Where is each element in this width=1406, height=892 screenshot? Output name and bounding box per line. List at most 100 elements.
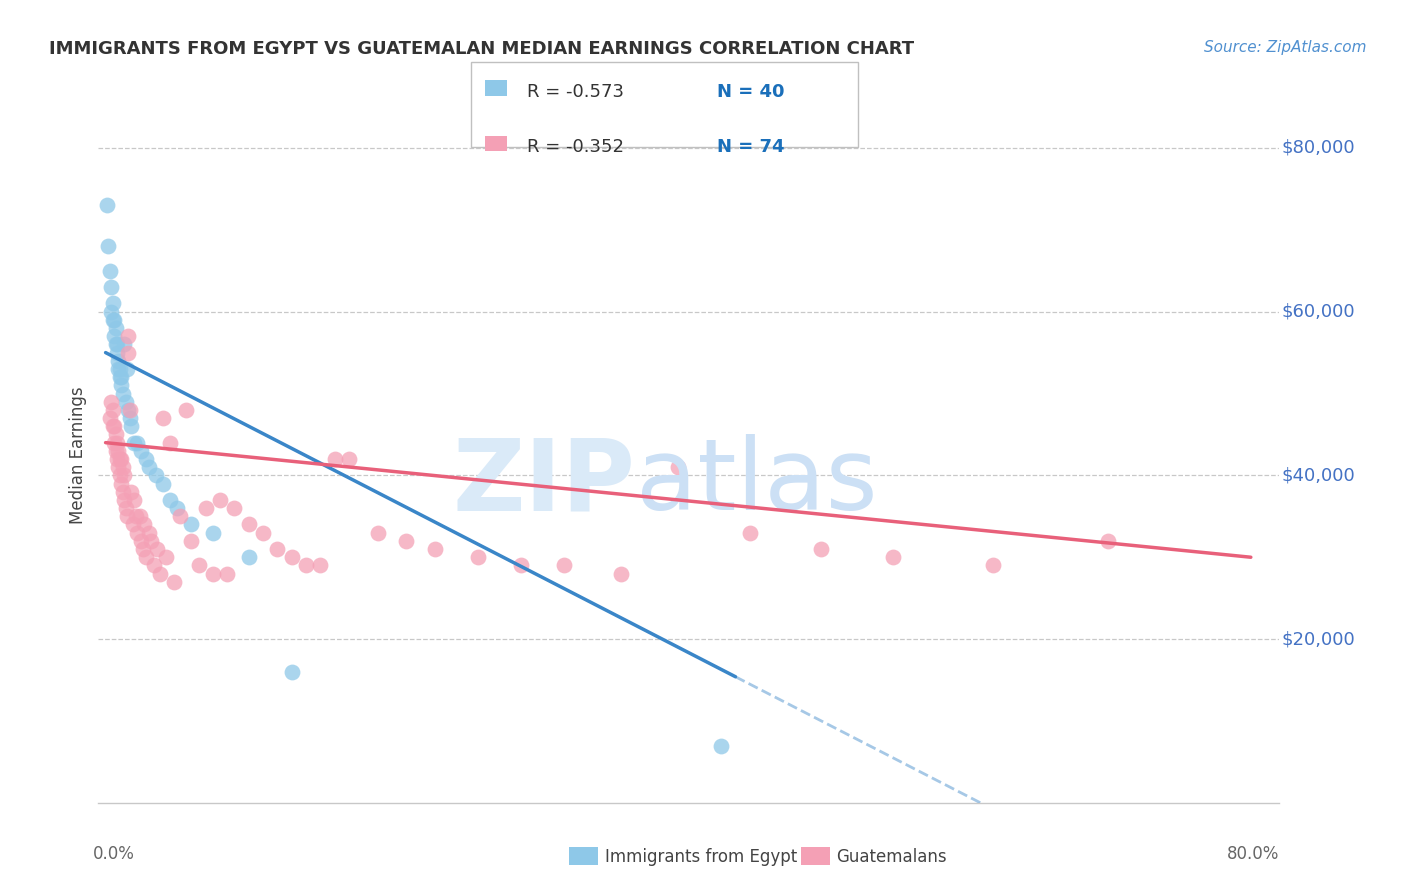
Point: [105, 337, 128, 351]
Point: [738, 525, 761, 540]
Point: [100, 304, 122, 318]
Point: [135, 452, 157, 467]
Point: [103, 419, 125, 434]
Point: [103, 435, 125, 450]
Point: [104, 321, 127, 335]
Point: [134, 517, 156, 532]
Text: 80.0%: 80.0%: [1227, 845, 1279, 863]
Point: [100, 280, 122, 294]
Text: Immigrants from Egypt: Immigrants from Egypt: [605, 848, 797, 866]
Point: [125, 525, 148, 540]
Point: [132, 542, 155, 557]
Point: [224, 501, 246, 516]
Text: Guatemalans: Guatemalans: [837, 848, 948, 866]
Point: [280, 665, 302, 679]
Text: IMMIGRANTS FROM EGYPT VS GUATEMALAN MEDIAN EARNINGS CORRELATION CHART: IMMIGRANTS FROM EGYPT VS GUATEMALAN MEDI…: [49, 40, 914, 58]
Text: Source: ZipAtlas.com: Source: ZipAtlas.com: [1204, 40, 1367, 55]
Point: [252, 525, 274, 540]
Point: [810, 542, 832, 557]
Text: $80,000: $80,000: [1282, 139, 1355, 157]
Point: [149, 566, 172, 581]
Point: [112, 337, 135, 351]
Point: [337, 452, 360, 467]
Point: [107, 443, 129, 458]
Point: [110, 476, 132, 491]
Point: [467, 550, 489, 565]
Point: [423, 542, 446, 557]
Text: R = -0.352: R = -0.352: [527, 138, 624, 156]
Text: N = 40: N = 40: [717, 83, 785, 101]
Point: [610, 566, 633, 581]
Point: [101, 313, 124, 327]
Text: $40,000: $40,000: [1282, 467, 1355, 484]
Point: [117, 403, 139, 417]
Point: [107, 460, 129, 475]
Point: [131, 443, 153, 458]
Point: [115, 362, 138, 376]
Point: [323, 452, 346, 467]
Point: [180, 517, 202, 532]
Point: [238, 517, 260, 532]
Point: [138, 460, 160, 475]
Point: [111, 484, 134, 499]
Point: [194, 501, 217, 516]
Point: [710, 739, 733, 753]
Point: [108, 468, 131, 483]
Y-axis label: Median Earnings: Median Earnings: [69, 386, 87, 524]
Point: [118, 411, 141, 425]
Point: [122, 492, 145, 507]
Point: [98, 411, 121, 425]
Text: 0.0%: 0.0%: [93, 845, 135, 863]
Point: [112, 468, 135, 483]
Point: [104, 337, 127, 351]
Point: [882, 550, 904, 565]
Point: [135, 550, 157, 565]
Point: [201, 566, 224, 581]
Point: [98, 264, 121, 278]
Point: [122, 435, 145, 450]
Point: [110, 452, 132, 467]
Point: [120, 419, 142, 434]
Point: [124, 509, 146, 524]
Point: [143, 558, 166, 573]
Point: [114, 394, 136, 409]
Point: [131, 533, 153, 548]
Point: [159, 492, 181, 507]
Point: [1097, 533, 1119, 548]
Text: R = -0.573: R = -0.573: [527, 83, 624, 101]
Point: [141, 533, 163, 548]
Point: [105, 435, 128, 450]
Point: [101, 419, 124, 434]
Point: [180, 533, 202, 548]
Point: [146, 542, 169, 557]
Point: [159, 435, 181, 450]
Point: [169, 509, 191, 524]
Point: [121, 517, 143, 532]
Point: [117, 329, 139, 343]
Text: N = 74: N = 74: [717, 138, 785, 156]
Point: [107, 353, 129, 368]
Point: [117, 345, 139, 359]
Point: [115, 509, 138, 524]
Point: [96, 198, 118, 212]
Point: [118, 403, 141, 417]
Point: [509, 558, 531, 573]
Point: [110, 378, 132, 392]
Point: [105, 345, 128, 359]
Point: [120, 484, 142, 499]
Text: $20,000: $20,000: [1282, 630, 1355, 648]
Point: [395, 533, 418, 548]
Point: [217, 566, 239, 581]
Text: $60,000: $60,000: [1282, 302, 1355, 321]
Point: [108, 362, 131, 376]
Point: [104, 443, 127, 458]
Point: [111, 386, 134, 401]
Point: [100, 394, 122, 409]
Point: [108, 370, 131, 384]
Point: [105, 452, 128, 467]
Point: [981, 558, 1004, 573]
Point: [295, 558, 318, 573]
Point: [111, 460, 134, 475]
Point: [108, 452, 131, 467]
Point: [129, 509, 152, 524]
